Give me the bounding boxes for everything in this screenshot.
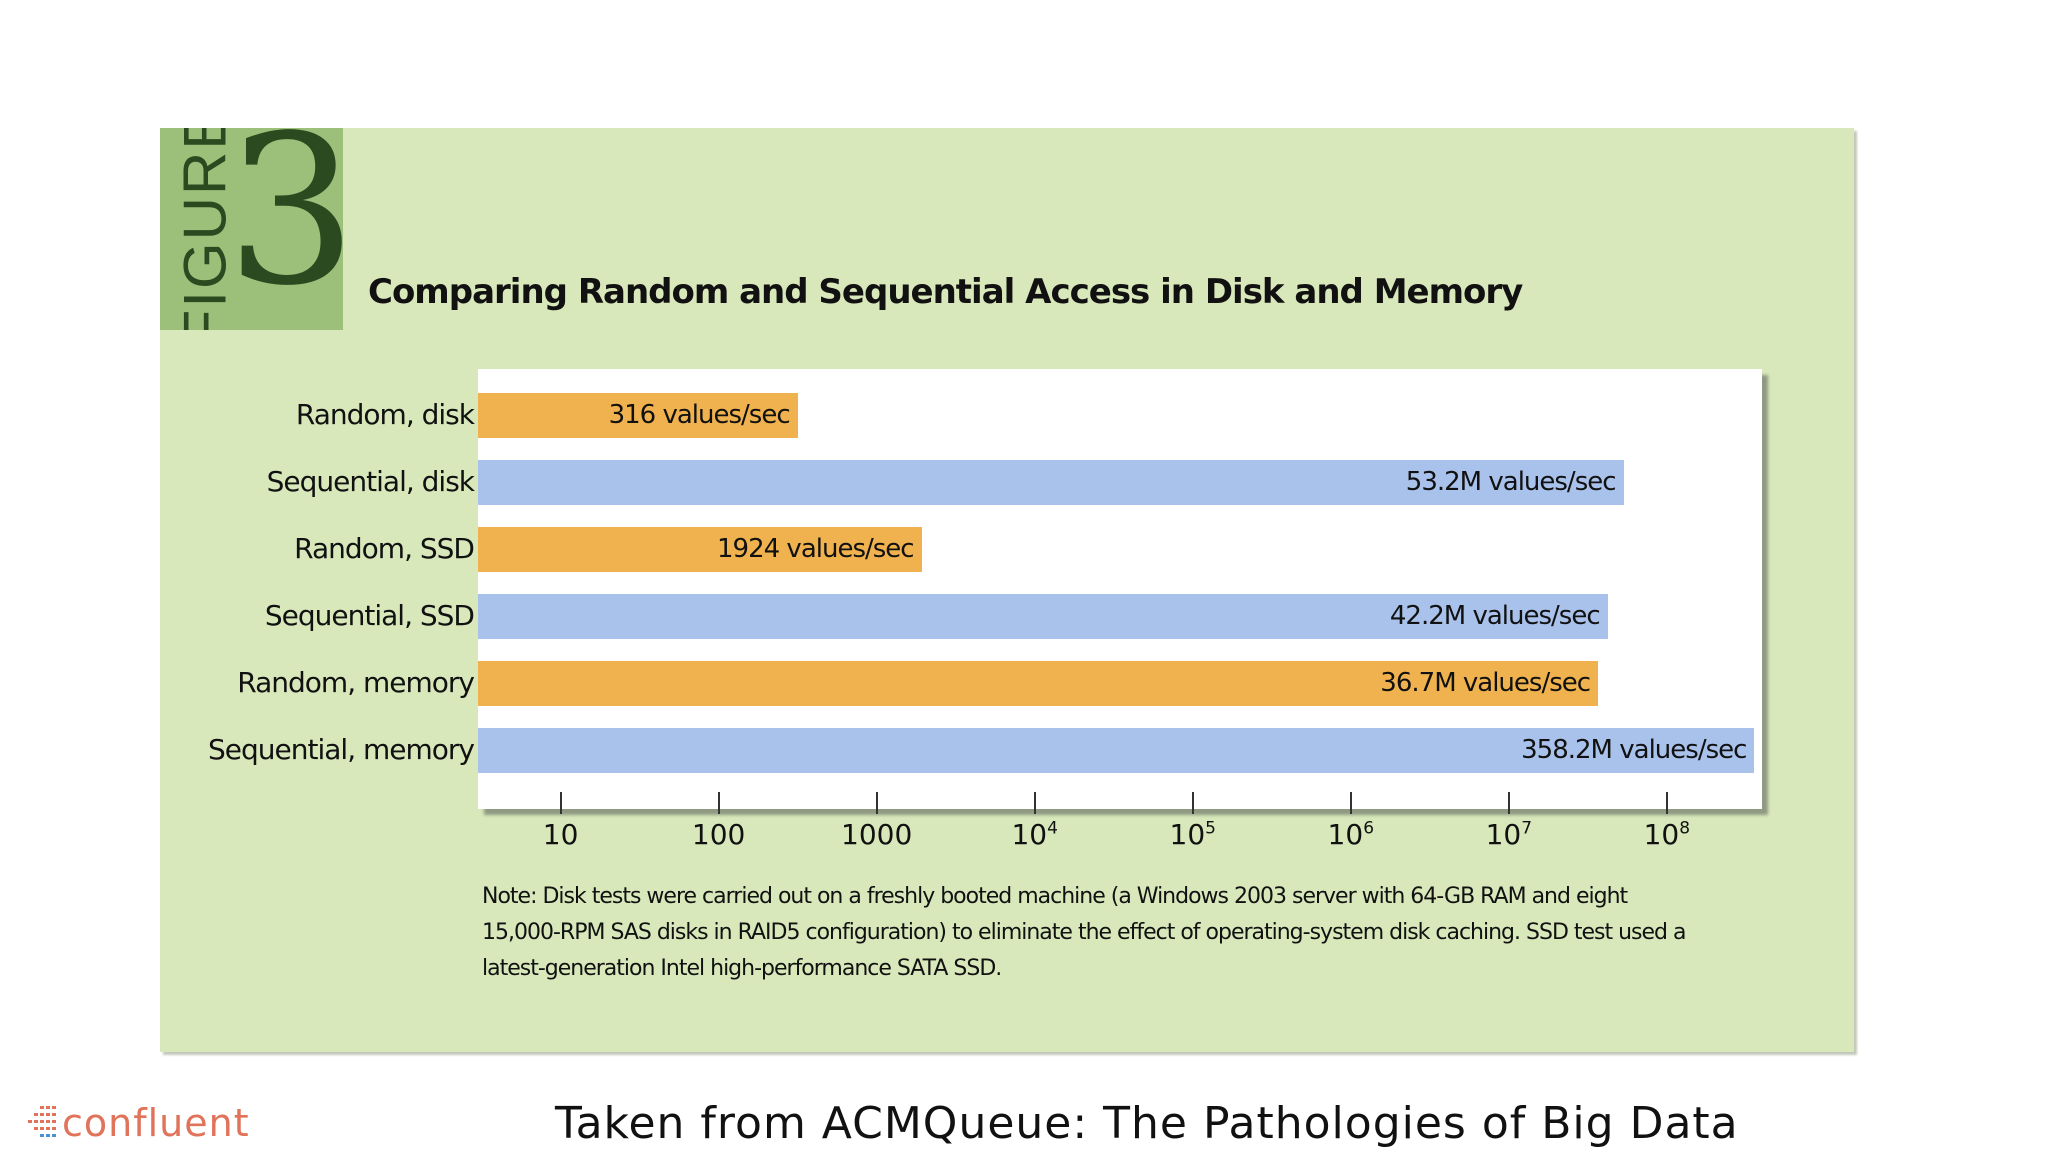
bar-value-label: 358.2M values/sec [1521,735,1747,765]
confluent-logo-text: confluent [62,1101,250,1145]
category-label: Sequential, memory [208,733,475,766]
bar-value-label: 36.7M values/sec [1380,668,1591,698]
x-axis-tick [1349,792,1352,814]
figure-panel: FIGURE 3 Comparing Random and Sequential… [160,128,1854,1052]
category-label: Random, disk [295,398,475,431]
x-axis-tick-label: 105 [1169,818,1216,851]
confluent-logo-icon [28,1106,56,1137]
category-label: Sequential, SSD [264,599,475,632]
chart-note: Note: Disk tests were carried out on a f… [482,884,1687,981]
bar: 1924 values/sec [478,527,922,572]
bar: 53.2M values/sec [478,460,1624,505]
x-axis-tick [717,792,720,814]
x-axis-tick-label: 108 [1643,818,1691,851]
bar-value-label: 316 values/sec [608,400,791,430]
x-axis-tick-label: 100 [691,818,746,851]
x-axis-tick-label: 10 [542,818,579,851]
x-axis-tick [559,792,562,814]
x-axis-tick-label: 1000 [841,818,913,851]
x-axis-tick [1033,792,1036,814]
x-axis-tick [1507,792,1510,814]
bar-value-label: 1924 values/sec [717,534,915,564]
category-label: Sequential, disk [266,465,475,498]
chart-title: Comparing Random and Sequential Access i… [368,272,1523,312]
category-label: Random, memory [237,666,475,699]
category-label: Random, SSD [294,532,475,565]
x-axis-tick-label: 106 [1327,818,1375,851]
bar: 316 values/sec [478,393,798,438]
figure-number: 3 [226,128,343,330]
figure-badge: FIGURE 3 [160,128,343,330]
bar-value-label: 42.2M values/sec [1389,601,1601,631]
confluent-logo: confluent [28,1098,258,1148]
plot-area: 316 values/sec 53.2M values/sec 1924 value… [478,369,1762,851]
x-axis-tick [875,792,878,814]
slide-caption: Taken from ACMQueue: The Pathologies of … [555,1098,1739,1149]
x-axis-tick [1191,792,1194,814]
bar: 36.7M values/sec [478,661,1599,706]
bar-value-label: 53.2M values/sec [1405,467,1617,497]
bar: 42.2M values/sec [478,594,1608,639]
x-axis-tick-label: 107 [1485,818,1533,851]
x-axis-tick-label: 104 [1011,818,1058,851]
bar: 358.2M values/sec [478,728,1755,773]
x-axis-tick [1665,792,1668,814]
